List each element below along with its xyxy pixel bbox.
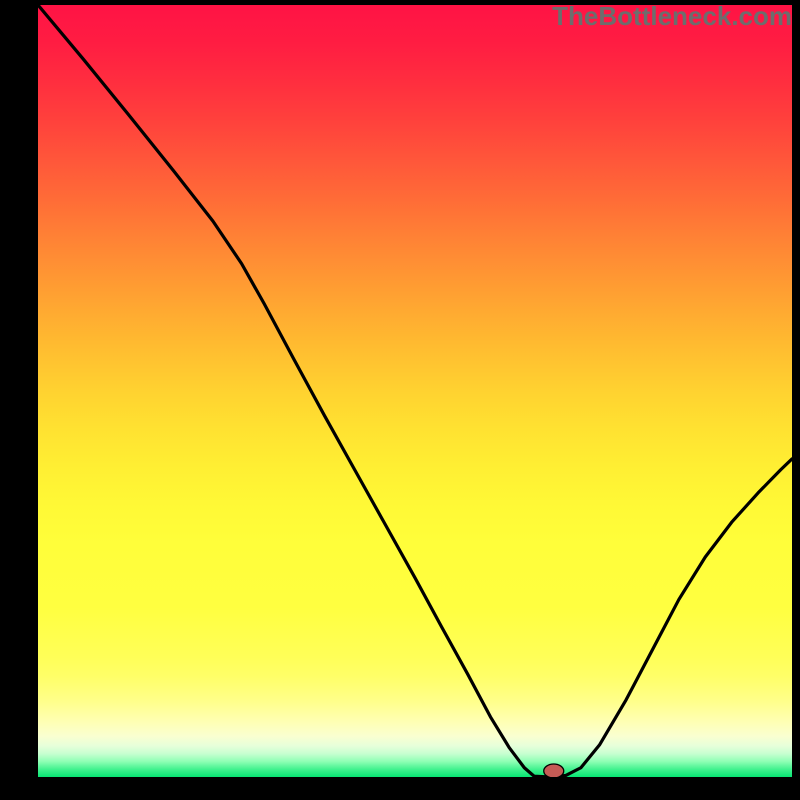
bottleneck-curve-chart (38, 5, 792, 777)
optimum-marker (544, 764, 564, 777)
chart-background (38, 5, 792, 777)
chart-frame: TheBottleneck.com (0, 0, 800, 800)
watermark-text: TheBottleneck.com (552, 1, 792, 32)
